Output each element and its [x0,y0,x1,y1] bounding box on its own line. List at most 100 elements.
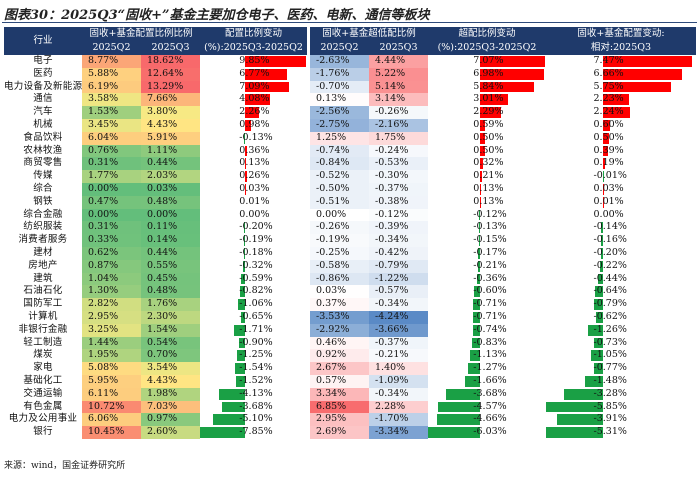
overweight-change-cell-bar [437,401,480,413]
table-row: 房地产 0.87% 0.55% -0.32% -0.58% -0.79% -0.21% -0.… [4,259,696,273]
alloc-q2-cell: 0.33% [82,234,141,247]
overweight-change-cell-label: -0.83% [473,336,507,348]
overweight-change-cell: 0.50% [428,145,546,158]
table-row: 综合金融 0.00% 0.00% 0.00% 0.00% -0.12% -0.12% 0.00… [4,208,696,222]
relative-change-cell: -0.16% [546,234,696,247]
column-gap [307,349,310,363]
source-note: 来源：wind，国金证券研究所 [4,461,126,471]
overweight-change-cell-bar [479,158,483,170]
overweight-change-cell: 0.21% [428,170,546,183]
overweight-change-cell-bar [479,183,482,195]
alloc-q2-cell: 6.04% [82,131,141,145]
alloc-change-cell-label: 6.77% [239,67,270,79]
overweight-change-cell: 7.07% [428,55,546,68]
alloc-change-cell-label: 0.03% [239,182,270,194]
relative-change-cell-bar [588,324,603,336]
column-gap [307,208,310,222]
industry-cell: 医药 [33,67,53,79]
alloc-q3-cell: 0.48% [141,285,200,299]
alloc-change-cell: 0.36% [200,145,307,158]
overweight-change-cell: -0.83% [428,337,546,350]
overweight-change-cell-label: -0.13% [473,221,507,233]
overweight-q3-cell: 4.44% [369,55,428,68]
overweight-q3-cell: 5.14% [369,80,428,94]
relative-change-cell: -0.77% [546,362,696,375]
industry-cell: 综合 [33,182,53,194]
table-row: 医药 5.88% 12.64% 6.77% -1.76% 5.22% 6.98% 6.66% [4,67,696,81]
overweight-q2-cell: -0.26% [310,221,369,235]
alloc-change-cell-label: 4.08% [239,93,270,105]
alloc-q2-cell: 0.31% [82,221,141,235]
table-row: 消费者服务 0.33% 0.14% -0.19% -0.19% -0.34% -0.15% -… [4,234,696,247]
column-gap [307,131,310,145]
alloc-q2-cell: 10.45% [82,426,141,439]
industry-cell: 电力设备及新能源 [4,80,83,92]
overweight-change-cell: 5.84% [428,81,546,94]
overweight-q3-cell: -0.34% [369,234,428,247]
alloc-change-cell-label: 0.13% [239,157,270,169]
overweight-change-cell-bar [473,299,480,310]
column-gap [307,323,310,337]
overweight-q3-cell: 5.22% [369,67,428,81]
alloc-change-cell-bar [242,260,245,272]
overweight-q3-cell: -3.34% [369,426,428,439]
overweight-q2-cell: -0.86% [310,272,369,286]
relative-change-cell-label: 6.66% [593,67,624,79]
overweight-q2-cell: -0.84% [310,157,369,171]
alloc-q2-cell: 2.82% [82,298,141,311]
overweight-q2-cell: -0.52% [310,170,369,183]
alloc-q3-cell: 2.60% [141,426,200,439]
overweight-q2-cell: -0.58% [310,259,369,273]
header-overweight-group: 固收+基金超低配比例 [310,27,428,41]
column-gap [307,298,310,311]
overweight-change-cell-label: -0.71% [473,298,507,310]
overweight-change-cell: 6.98% [428,68,546,81]
overweight-change-cell-bar [479,119,486,131]
table-row: 轻工制造 1.44% 0.54% -0.90% 0.46% -0.37% -0.83% -0.… [4,336,696,350]
overweight-change-cell-label: 0.21% [473,170,504,182]
industry-cell: 建材 [33,246,53,258]
relative-change-cell: 0.60% [546,119,696,132]
column-gap [307,170,310,183]
column-gap [307,259,310,273]
alloc-q2-cell: 5.08% [82,362,141,375]
alloc-q2-cell: 0.62% [82,246,141,260]
alloc-q3-cell: 0.00% [141,208,200,222]
alloc-change-cell-bar [241,273,245,285]
overweight-q2-cell: 3.34% [310,387,369,401]
alloc-change-cell: -1.71% [200,324,307,337]
alloc-q3-cell: 1.98% [141,387,200,401]
relative-change-cell-label: -0.14% [593,221,627,233]
column-gap [307,246,310,260]
overweight-change-cell-label: 7.07% [473,55,504,66]
overweight-change-cell: -1.66% [428,375,546,388]
industry-cell: 石油石化 [23,285,63,297]
overweight-q2-cell: 0.13% [310,93,369,107]
overweight-change-cell-label: -1.13% [473,349,507,361]
alloc-change-cell: 0.98% [200,119,307,132]
alloc-change-cell: 0.03% [200,183,307,196]
overweight-q3-cell: -0.12% [369,208,428,222]
alloc-change-cell-label: -3.68% [239,400,273,412]
alloc-q2-cell: 1.44% [82,336,141,350]
industry-cell: 煤炭 [33,349,53,361]
alloc-change-cell: 0.01% [200,196,307,209]
overweight-change-cell: 0.59% [428,119,546,132]
relative-change-cell-label: -0.16% [593,234,627,246]
industry-cell: 通信 [33,93,53,105]
alloc-q2-cell: 5.88% [82,67,141,81]
alloc-q3-cell: 1.11% [141,144,200,158]
relative-change-cell-bar [546,427,603,438]
relative-change-cell-label: -0.64% [593,285,627,297]
relative-change-cell-label: -3.28% [593,387,627,399]
overweight-q2-cell: -0.25% [310,246,369,260]
alloc-q2-cell: 2.95% [82,310,141,324]
column-gap [307,106,310,119]
overweight-q2-cell: 2.67% [310,362,369,375]
alloc-change-cell-bar [235,375,245,387]
alloc-q2-cell: 0.47% [82,195,141,209]
table-body: 电子 8.77% 18.62% 9.85% -2.63% 4.44% 7.07% 7.47% 医… [4,55,696,439]
overweight-q2-cell: 0.92% [310,349,369,363]
relative-change-cell: -5.31% [546,426,696,439]
relative-change-cell-label: -0.22% [593,259,627,271]
